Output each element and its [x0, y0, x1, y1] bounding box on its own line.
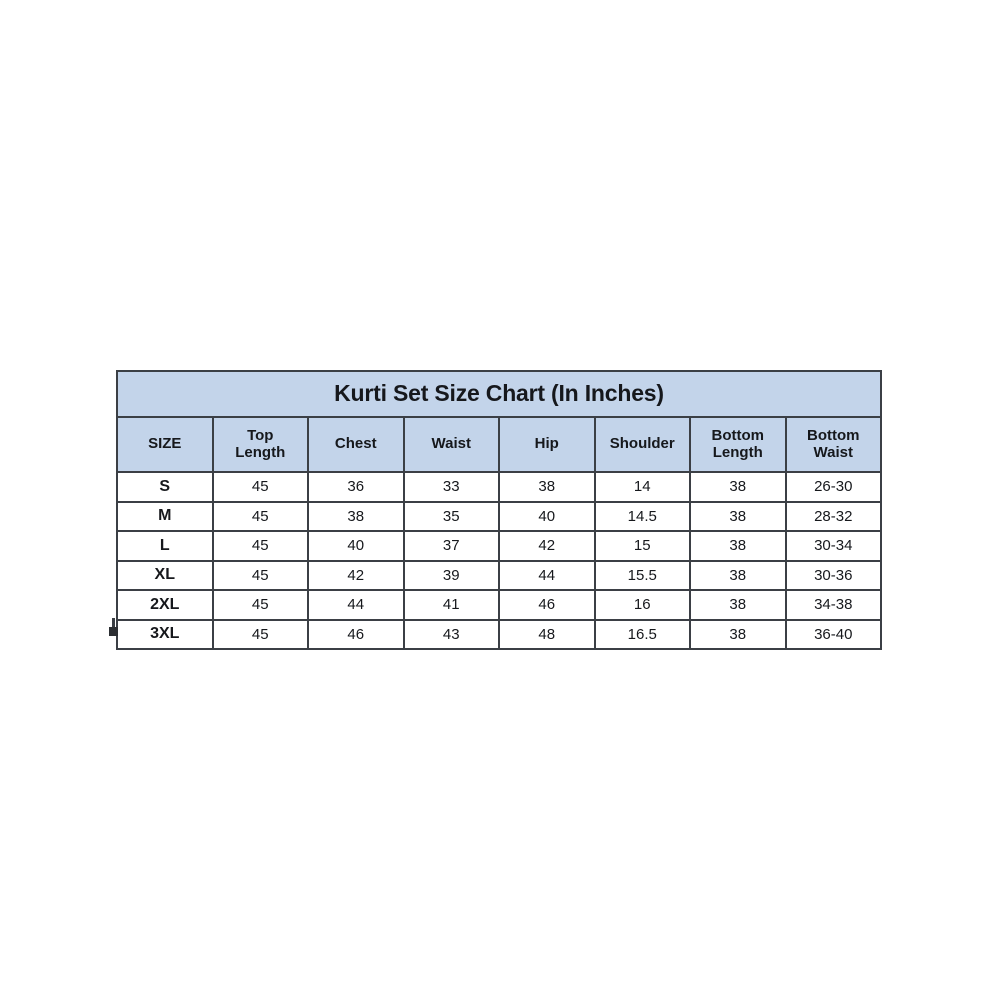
column-header-bottom-waist-line1: Bottom [807, 426, 860, 444]
column-header-top-length-line2: Length [235, 443, 286, 461]
column-header-row: SIZE Top Length Chest Waist Hip Shoulder [116, 416, 882, 473]
column-header-top-length: Top Length [211, 416, 309, 473]
cell-top-length: 45 [211, 500, 309, 532]
cell-bottom-length: 38 [689, 559, 787, 591]
corner-artifact-mark [109, 627, 118, 636]
cell-size: XL [116, 559, 214, 591]
cell-bottom-length: 38 [689, 500, 787, 532]
column-header-top-length-line1: Top [247, 426, 274, 444]
cell-waist: 43 [402, 618, 500, 650]
cell-top-length: 45 [211, 471, 309, 503]
cell-size: 2XL [116, 589, 214, 621]
cell-size: 3XL [116, 618, 214, 650]
cell-bottom-length: 38 [689, 530, 787, 562]
cell-bottom-waist: 34-38 [784, 589, 882, 621]
cell-chest: 46 [307, 618, 405, 650]
column-header-bottom-waist-line2: Waist [813, 443, 853, 461]
column-header-size-line1: SIZE [148, 435, 182, 453]
cell-top-length: 45 [211, 559, 309, 591]
cell-hip: 42 [498, 530, 596, 562]
column-header-waist-line1: Waist [431, 435, 471, 453]
cell-size: M [116, 500, 214, 532]
column-header-bottom-length-line1: Bottom [711, 426, 765, 444]
cell-bottom-waist: 30-34 [784, 530, 882, 562]
corner-artifact-stub [112, 618, 115, 628]
column-header-waist: Waist [402, 416, 500, 473]
cell-chest: 42 [307, 559, 405, 591]
size-chart-table: Kurti Set Size Chart (In Inches) SIZE To… [116, 370, 882, 650]
table-row: S 45 36 33 38 14 38 26-30 [116, 471, 882, 503]
size-chart-container: Kurti Set Size Chart (In Inches) SIZE To… [109, 370, 882, 650]
cell-top-length: 45 [211, 618, 309, 650]
cell-waist: 41 [402, 589, 500, 621]
cell-hip: 48 [498, 618, 596, 650]
cell-bottom-length: 38 [689, 618, 787, 650]
cell-top-length: 45 [211, 589, 309, 621]
cell-shoulder: 16.5 [593, 618, 691, 650]
column-header-hip: Hip [498, 416, 596, 473]
column-header-chest-line1: Chest [334, 435, 377, 453]
table-row: L 45 40 37 42 15 38 30-34 [116, 530, 882, 562]
cell-chest: 36 [307, 471, 405, 503]
cell-size: S [116, 471, 214, 503]
column-header-size: SIZE [116, 416, 214, 473]
cell-bottom-waist: 26-30 [784, 471, 882, 503]
cell-waist: 37 [402, 530, 500, 562]
cell-bottom-length: 38 [689, 589, 787, 621]
column-header-bottom-length-line2: Length [712, 443, 763, 461]
column-header-bottom-length: Bottom Length [689, 416, 787, 473]
cell-top-length: 45 [211, 530, 309, 562]
cell-waist: 39 [402, 559, 500, 591]
chart-title: Kurti Set Size Chart (In Inches) [116, 370, 882, 418]
cell-hip: 38 [498, 471, 596, 503]
cell-bottom-waist: 28-32 [784, 500, 882, 532]
cell-shoulder: 15.5 [593, 559, 691, 591]
table-row: M 45 38 35 40 14.5 38 28-32 [116, 500, 882, 532]
cell-hip: 44 [498, 559, 596, 591]
cell-shoulder: 16 [593, 589, 691, 621]
column-header-hip-line1: Hip [534, 435, 559, 453]
column-header-chest: Chest [307, 416, 405, 473]
cell-size: L [116, 530, 214, 562]
cell-chest: 40 [307, 530, 405, 562]
cell-hip: 40 [498, 500, 596, 532]
table-row: 2XL 45 44 41 46 16 38 34-38 [116, 589, 882, 621]
cell-bottom-waist: 36-40 [784, 618, 882, 650]
table-row: 3XL 45 46 43 48 16.5 38 36-40 [116, 618, 882, 650]
cell-shoulder: 14 [593, 471, 691, 503]
cell-hip: 46 [498, 589, 596, 621]
cell-waist: 35 [402, 500, 500, 532]
cell-shoulder: 14.5 [593, 500, 691, 532]
column-header-shoulder-line1: Shoulder [609, 435, 675, 453]
cell-bottom-waist: 30-36 [784, 559, 882, 591]
cell-waist: 33 [402, 471, 500, 503]
cell-chest: 38 [307, 500, 405, 532]
cell-bottom-length: 38 [689, 471, 787, 503]
table-row: XL 45 42 39 44 15.5 38 30-36 [116, 559, 882, 591]
column-header-bottom-waist: Bottom Waist [784, 416, 882, 473]
cell-shoulder: 15 [593, 530, 691, 562]
column-header-shoulder: Shoulder [593, 416, 691, 473]
cell-chest: 44 [307, 589, 405, 621]
title-row: Kurti Set Size Chart (In Inches) [116, 370, 882, 418]
